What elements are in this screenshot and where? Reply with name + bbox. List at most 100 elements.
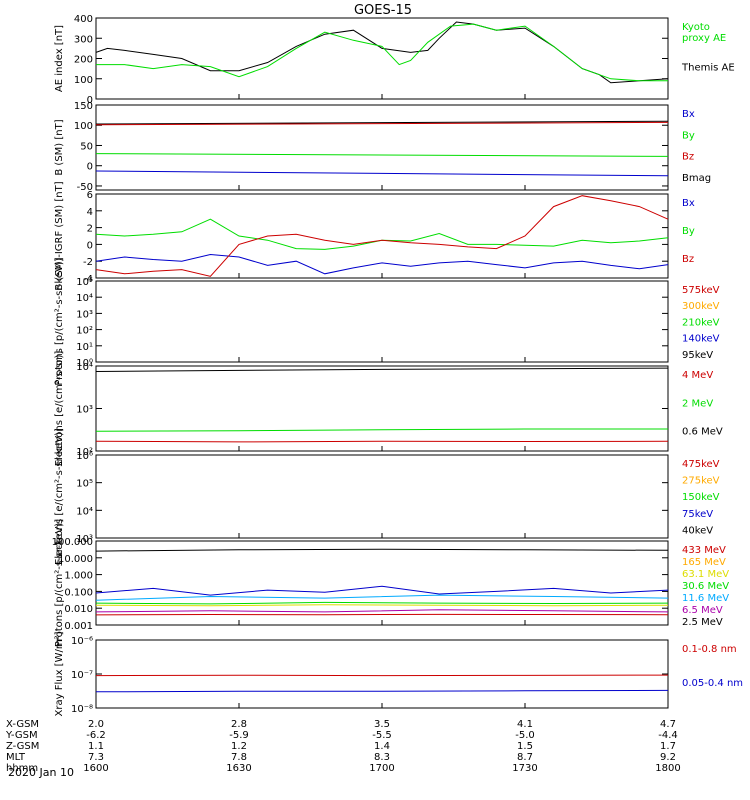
x-tick-value: 2.8 <box>231 719 247 730</box>
legend-entry: 275keV <box>682 476 720 487</box>
y-tick-label: 10⁶ <box>76 451 93 462</box>
y-tick-label: 10⁵ <box>76 277 93 288</box>
y-tick-label: 0.001 <box>64 621 93 632</box>
legend-entry: 475keV <box>682 459 720 470</box>
x-tick-value: 1800 <box>655 763 680 774</box>
x-tick-value: 1.4 <box>374 741 390 752</box>
y-tick-label: 10⁻⁷ <box>71 670 93 681</box>
y-tick-label: 10⁻⁶ <box>71 636 93 647</box>
y-tick-label: 10⁰ <box>76 358 93 369</box>
y-tick-label: 2 <box>87 224 93 235</box>
panel-b: -50 0 50 100 150 B (SM) [nT] Bx By Bz Bmag <box>54 101 711 193</box>
legend-entry: Kyoto <box>682 22 710 33</box>
x-tick-value: 7.3 <box>88 752 104 763</box>
x-tick-value: -6.2 <box>86 730 106 741</box>
y-axis-label: Electrons [e/(cm²-s-sr)] <box>54 351 65 467</box>
series-by <box>95 218 669 250</box>
legend-entry: 2 MeV <box>682 398 713 409</box>
series-11-6-mev <box>95 585 669 596</box>
panel-p1: 10⁰ 10¹ 10² 10³ 10⁴ 10⁵ Protons [p/(cm²-s-sr-k… <box>54 257 720 385</box>
panel-frame <box>95 540 669 626</box>
legend-entry: 75keV <box>682 509 713 520</box>
legend-entry: Bz <box>682 254 694 265</box>
legend-entry: 0.1-0.8 nm <box>682 644 737 655</box>
y-tick-label: 200 <box>74 55 93 66</box>
series-bx <box>95 170 669 177</box>
legend-entry: 300keV <box>682 301 720 312</box>
panel-frame <box>95 454 669 539</box>
y-tick-label: 300 <box>74 34 93 45</box>
panel-e2: 10³ 10⁴ 10⁵ 10⁶ Electrons [e/(cm²-s-sr-keV)]… <box>54 428 720 565</box>
x-tick-value: 1.7 <box>660 741 676 752</box>
x-tick-value: 1.1 <box>88 741 104 752</box>
series-4-mev <box>95 440 669 443</box>
y-tick-label: 400 <box>74 14 93 25</box>
y-tick-label: 10.000 <box>58 554 93 565</box>
panel-xr: 10⁻⁸ 10⁻⁷ 10⁻⁶ Xray Flux [W/m²] 0.1-0.8 nm 0.… <box>54 631 743 716</box>
series-themis-ae <box>95 21 669 84</box>
series-kyoto-proxy-ae <box>96 23 668 82</box>
series-165-mev <box>95 604 669 607</box>
y-tick-label: 10⁵ <box>76 479 93 490</box>
y-tick-label: 10³ <box>76 534 93 545</box>
y-axis-label: AE index [nT] <box>54 25 65 92</box>
y-tick-label: 1.000 <box>64 571 93 582</box>
panel-dbi: -4 -2 0 2 4 6 B (SM)-IGRF (SM) [nT] Bx By Bz <box>54 181 695 290</box>
x-tick-value: 8.7 <box>517 752 533 763</box>
y-tick-label: -50 <box>77 182 93 193</box>
legend-entry: 2.5 MeV <box>682 617 723 628</box>
x-tick-value: 1630 <box>226 763 251 774</box>
x-tick-value: 2.0 <box>88 719 104 730</box>
x-tick-value: 1600 <box>83 763 108 774</box>
legend-entry: 165 MeV <box>682 557 726 568</box>
x-tick-value: 1.5 <box>517 741 533 752</box>
y-tick-label: 10⁴ <box>76 506 93 517</box>
x-tick-value: -4.4 <box>658 730 678 741</box>
legend-entry: 140keV <box>682 334 720 345</box>
legend-entry: 575keV <box>682 285 720 296</box>
y-tick-label: -2 <box>83 257 93 268</box>
x-row-label: X-GSM <box>6 719 39 730</box>
panel-frame <box>95 280 669 363</box>
y-tick-label: 4 <box>87 207 93 218</box>
panel-frame <box>95 104 669 191</box>
y-axis-label: Protons [p/(cm²-s-sr-keV)] <box>54 519 65 647</box>
series-2-mev <box>95 428 668 432</box>
y-tick-label: 6 <box>87 190 93 201</box>
y-tick-label: 0 <box>87 162 93 173</box>
y-axis-label: Xray Flux [W/m²] <box>54 631 65 716</box>
legend-entry: 0.6 MeV <box>682 427 723 438</box>
y-tick-label: 0 <box>87 95 93 106</box>
series-0-6-mev <box>95 367 669 372</box>
legend-entry: 95keV <box>682 350 713 361</box>
y-tick-label: 100.000 <box>52 537 93 548</box>
x-tick-value: -5.0 <box>515 730 535 741</box>
panel-frame <box>95 639 669 709</box>
y-tick-label: 10⁴ <box>76 293 93 304</box>
legend-entry: 63.1 MeV <box>682 569 729 580</box>
y-tick-label: 10² <box>76 326 93 337</box>
y-tick-label: 10¹ <box>76 342 93 353</box>
x-row-label: Z-GSM <box>6 741 39 752</box>
x-tick-value: 4.1 <box>517 719 533 730</box>
legend-entry: By <box>682 226 695 237</box>
y-axis-label: B (SM)-IGRF (SM) [nT] <box>54 181 65 290</box>
series-0-1-0-8-nm <box>95 674 669 677</box>
x-tick-value: -5.9 <box>229 730 249 741</box>
x-tick-value: 1730 <box>512 763 537 774</box>
x-row-label: MLT <box>6 752 26 763</box>
y-tick-label: 50 <box>80 141 93 152</box>
y-tick-label: 100 <box>74 121 93 132</box>
legend-entry: 4 MeV <box>682 370 713 381</box>
x-tick-value: 9.2 <box>660 752 676 763</box>
y-tick-label: 0.010 <box>64 604 93 615</box>
legend-entry: 30.6 MeV <box>682 581 729 592</box>
panel-frame <box>95 365 669 452</box>
panel-e1: 10² 10³ 10⁴ Electrons [e/(cm²-s-sr)] 4 MeV 2 … <box>54 351 723 467</box>
y-tick-label: 100 <box>74 75 93 86</box>
y-tick-label: -4 <box>83 274 93 285</box>
legend-entry: 210keV <box>682 317 720 328</box>
panel-p2: 0.001 0.010 0.100 1.000 10.000 100.000Protons… <box>52 519 730 647</box>
